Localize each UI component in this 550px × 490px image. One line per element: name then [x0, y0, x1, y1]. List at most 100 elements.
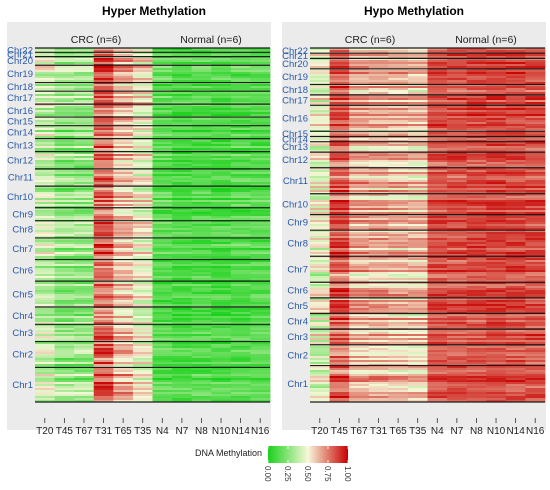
heat-cell — [250, 242, 271, 245]
heat-cell — [93, 308, 114, 311]
heat-cell — [172, 254, 192, 257]
heat-cell — [525, 48, 546, 51]
heat-cell — [54, 398, 75, 401]
heat-cell — [310, 56, 330, 59]
heat-cell — [172, 50, 192, 53]
heat-cell — [191, 336, 212, 339]
heat-cell — [250, 240, 271, 243]
heat-cell — [447, 144, 467, 147]
heat-cell — [230, 382, 251, 385]
heat-cell — [368, 266, 389, 269]
heat-cell — [211, 352, 232, 355]
heat-cell — [329, 358, 350, 361]
heat-cell — [310, 212, 330, 215]
heat-cell — [388, 64, 409, 67]
heat-cell — [407, 48, 428, 51]
heat-cell — [349, 66, 370, 69]
heat-cell — [349, 288, 370, 291]
heat-cell — [54, 364, 75, 367]
heat-cell — [310, 274, 330, 277]
heat-cell — [310, 204, 330, 207]
heat-cell — [505, 254, 526, 257]
heat-cell — [93, 348, 114, 351]
heat-cell — [505, 134, 526, 137]
heat-cell — [211, 140, 232, 143]
heat-cell — [447, 352, 467, 355]
heat-cell — [368, 340, 389, 343]
heat-cell — [35, 350, 55, 353]
heat-cell — [349, 324, 370, 327]
heat-cell — [172, 218, 192, 221]
heat-cell — [349, 244, 370, 247]
heat-cell — [525, 346, 546, 349]
heat-cell — [388, 126, 409, 129]
heat-cell — [525, 376, 546, 379]
heat-cell — [191, 322, 212, 325]
heat-cell — [349, 76, 370, 79]
heat-cell — [93, 178, 114, 181]
heat-cell — [211, 268, 232, 271]
heat-cell — [486, 266, 507, 269]
heat-cell — [35, 184, 55, 187]
heat-cell — [505, 204, 526, 207]
chromosome-label: Chr10 — [282, 199, 308, 210]
heat-cell — [329, 400, 350, 403]
heat-cell — [93, 126, 114, 129]
heat-cell — [54, 260, 75, 263]
heat-cell — [74, 48, 95, 51]
heat-cell — [505, 386, 526, 389]
heat-cell — [329, 194, 350, 197]
heat-cell — [310, 332, 330, 335]
heat-cell — [250, 120, 271, 123]
heat-cell — [172, 178, 192, 181]
heat-cell — [172, 202, 192, 205]
heat-cell — [388, 162, 409, 165]
heat-cell — [132, 156, 153, 159]
heat-cell — [191, 358, 212, 361]
heat-cell — [152, 192, 173, 195]
heat-cell — [191, 52, 212, 55]
heat-cell — [349, 212, 370, 215]
heat-cell — [230, 358, 251, 361]
heat-cell — [486, 396, 507, 399]
heat-cell — [447, 138, 467, 141]
heat-cell — [230, 292, 251, 295]
heat-cell — [427, 194, 448, 197]
heat-cell — [310, 272, 330, 275]
heat-cell — [329, 326, 350, 329]
heat-cell — [466, 318, 487, 321]
heat-cell — [35, 398, 55, 401]
heat-cell — [113, 372, 134, 375]
heat-cell — [466, 332, 487, 335]
heat-cell — [368, 288, 389, 291]
heat-cell — [211, 136, 232, 139]
heat-cell — [505, 340, 526, 343]
heat-cell — [388, 292, 409, 295]
heat-cell — [486, 308, 507, 311]
heat-cell — [388, 334, 409, 337]
heat-cell — [310, 386, 330, 389]
left-group-label-normal: Normal (n=6) — [180, 34, 242, 46]
heat-cell — [152, 352, 173, 355]
heat-cell — [486, 72, 507, 75]
heat-cell — [368, 202, 389, 205]
heat-cell — [191, 172, 212, 175]
heat-cell — [230, 332, 251, 335]
heat-cell — [525, 154, 546, 157]
heat-cell — [54, 54, 75, 57]
heat-cell — [93, 360, 114, 363]
heat-cell — [191, 398, 212, 401]
heat-cell — [172, 288, 192, 291]
heat-cell — [407, 274, 428, 277]
heat-cell — [368, 258, 389, 261]
heat-cell — [329, 226, 350, 229]
heat-cell — [486, 190, 507, 193]
chromosome-label: Chr12 — [7, 155, 33, 166]
heat-cell — [427, 220, 448, 223]
heat-cell — [152, 276, 173, 279]
heat-cell — [93, 66, 114, 69]
heat-cell — [93, 260, 114, 263]
heat-cell — [310, 166, 330, 169]
heat-cell — [427, 376, 448, 379]
heat-cell — [486, 98, 507, 101]
